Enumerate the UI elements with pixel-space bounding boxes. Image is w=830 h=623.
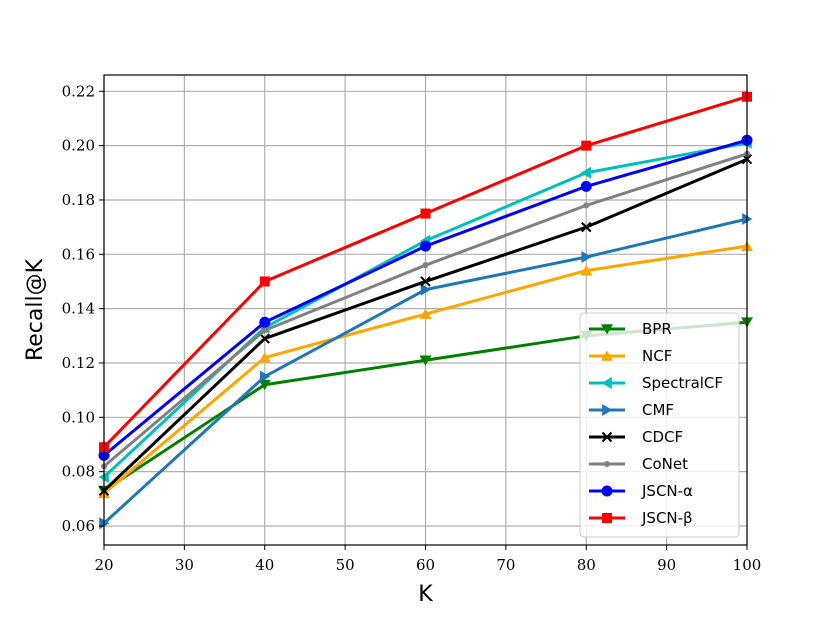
data-point: [261, 327, 268, 334]
data-point: [581, 221, 592, 233]
data-point: [258, 379, 271, 391]
data-point: [580, 265, 593, 276]
x-tick-label: 90: [657, 556, 676, 574]
data-point: [259, 276, 270, 287]
legend-marker: [602, 404, 613, 416]
data-point: [419, 355, 432, 366]
x-axis-label: K: [418, 582, 433, 607]
legend-item: JSCN-α: [589, 482, 693, 500]
x-tick-label: 30: [175, 556, 194, 574]
legend-frame: [579, 312, 740, 538]
legend-label: SpectralCF: [642, 374, 723, 392]
legend-marker: [601, 485, 613, 497]
y-tick-label: 0.10: [62, 408, 95, 426]
legend-item: CDCF: [589, 428, 683, 446]
legend-item: SpectralCF: [589, 374, 723, 392]
y-tick-label: 0.20: [62, 137, 95, 155]
legend-label: BPR: [642, 320, 672, 338]
data-point: [422, 262, 429, 269]
legend-label: CDCF: [642, 428, 683, 446]
data-point: [259, 370, 271, 383]
legend-label: CMF: [642, 401, 674, 419]
legend-marker: [601, 350, 613, 361]
legend-marker: [602, 513, 612, 523]
data-point: [583, 202, 590, 209]
y-tick-label: 0.12: [62, 354, 95, 372]
y-tick-label: 0.14: [62, 300, 95, 318]
legend-marker: [601, 377, 612, 389]
data-point: [420, 283, 431, 296]
y-tick-label: 0.06: [62, 517, 95, 535]
data-point: [259, 316, 271, 328]
legend-item: CoNet: [589, 455, 688, 473]
x-tick-label: 60: [416, 556, 435, 574]
y-tick-label: 0.08: [62, 463, 95, 481]
data-point: [420, 208, 431, 219]
data-point: [580, 180, 592, 192]
x-tick-label: 50: [336, 556, 355, 574]
legend-marker: [601, 324, 613, 335]
y-tick-label: 0.22: [62, 82, 95, 100]
legend: BPR NCF SpectralCF CMF CDCF CoNet JSCN-α JSCN-β: [579, 312, 740, 538]
y-tick-label: 0.16: [62, 245, 95, 263]
legend-label: JSCN-α: [641, 482, 693, 500]
legend-label: NCF: [642, 347, 672, 365]
legend-item: JSCN-β: [589, 509, 693, 527]
legend-label: JSCN-β: [641, 509, 693, 527]
x-tick-label: 100: [733, 556, 762, 574]
x-tick-label: 70: [496, 556, 515, 574]
data-point: [581, 140, 592, 151]
legend-item: NCF: [589, 347, 672, 365]
x-axis-ticks: 20 30 40 50 60 70 80 90 100: [94, 545, 761, 574]
y-axis-ticks: 0.06 0.08 0.10 0.12 0.14 0.16 0.18 0.20 0.22: [62, 82, 104, 535]
data-point: [420, 276, 431, 287]
data-point: [420, 240, 431, 252]
x-tick-label: 20: [94, 556, 113, 574]
x-tick-label: 80: [577, 556, 596, 574]
legend-item: CMF: [589, 401, 674, 419]
data-point: [581, 251, 592, 264]
legend-item: BPR: [589, 320, 672, 338]
series-conet: [101, 150, 750, 470]
data-point: [258, 352, 271, 363]
series-jscn-: [98, 134, 753, 461]
legend-marker: [604, 461, 610, 467]
x-tick-label: 40: [255, 556, 274, 574]
data-point: [259, 333, 270, 344]
y-axis-label: Recall@K: [23, 258, 48, 361]
legend-marker: [601, 431, 613, 443]
y-tick-label: 0.18: [62, 191, 95, 209]
data-point: [580, 166, 592, 179]
legend-label: CoNet: [642, 455, 688, 473]
data-point: [419, 308, 432, 319]
